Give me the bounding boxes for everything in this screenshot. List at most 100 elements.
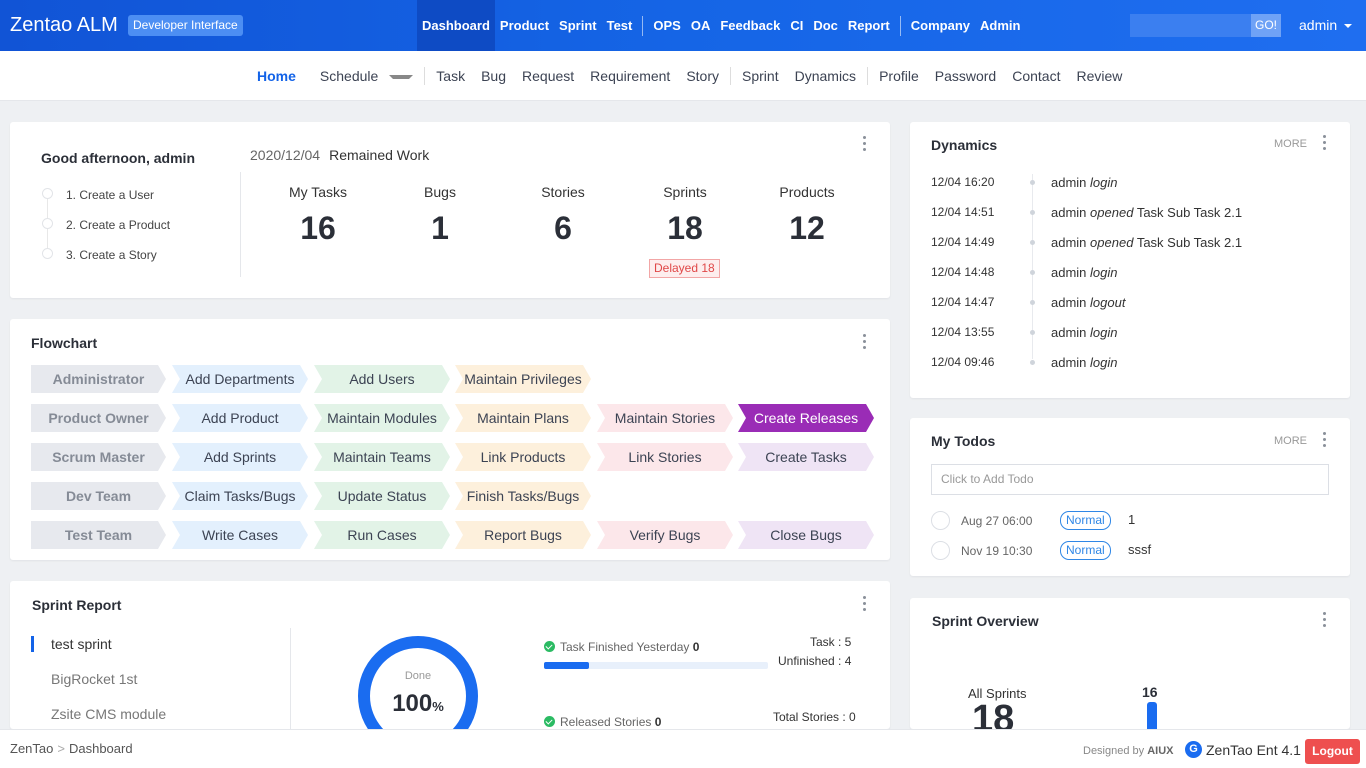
flow-role: Product Owner xyxy=(31,404,166,432)
subnav-bug[interactable]: Bug xyxy=(481,68,507,84)
dynamics-time: 12/04 14:47 xyxy=(931,295,995,309)
designed-by: Designed by AIUX xyxy=(1083,745,1174,757)
stat-products[interactable]: Products 12 xyxy=(757,184,857,247)
flow-step[interactable]: Add Departments xyxy=(172,365,308,393)
subnav-profile[interactable]: Profile xyxy=(879,68,919,84)
more-options-icon[interactable] xyxy=(863,136,867,152)
flow-step[interactable]: Add Sprints xyxy=(172,443,308,471)
dynamics-text: admin login xyxy=(1051,175,1118,190)
search-go-button[interactable]: GO! xyxy=(1251,14,1281,37)
flow-step[interactable]: Run Cases xyxy=(314,521,450,549)
user-name: admin xyxy=(1299,17,1338,33)
more-options-icon[interactable] xyxy=(863,596,867,612)
subnav-dynamics[interactable]: Dynamics xyxy=(794,68,857,84)
breadcrumb-separator: > xyxy=(57,741,65,756)
sprint-list: test sprint BigRocket 1st Zsite CMS modu… xyxy=(31,636,166,729)
flow-step-active[interactable]: Create Releases xyxy=(738,404,874,432)
developer-interface-tag[interactable]: Developer Interface xyxy=(128,15,243,36)
flow-step[interactable]: Update Status xyxy=(314,482,450,510)
flow-step[interactable]: Close Bugs xyxy=(738,521,874,549)
timeline-dot-icon xyxy=(1030,240,1035,245)
nav-test[interactable]: Test xyxy=(606,18,633,33)
logout-button[interactable]: Logout xyxy=(1305,739,1360,764)
dynamics-more-link[interactable]: MORE xyxy=(1274,138,1307,150)
add-todo-input[interactable]: Click to Add Todo xyxy=(931,464,1329,495)
flow-step[interactable]: Verify Bugs xyxy=(597,521,733,549)
subnav-request[interactable]: Request xyxy=(522,68,575,84)
sprint-bar-value: 16 xyxy=(1142,684,1158,700)
breadcrumb-root[interactable]: ZenTao xyxy=(10,741,54,756)
flow-step[interactable]: Report Bugs xyxy=(455,521,591,549)
flow-role: Scrum Master xyxy=(31,443,166,471)
step-item[interactable]: 2. Create a Product xyxy=(42,218,170,248)
sprint-list-item[interactable]: test sprint xyxy=(31,636,166,671)
stat-value: 1 xyxy=(431,210,449,246)
nav-product[interactable]: Product xyxy=(499,18,550,33)
flow-step[interactable]: Link Products xyxy=(455,443,591,471)
delayed-badge[interactable]: Delayed 18 xyxy=(649,259,720,278)
more-options-icon[interactable] xyxy=(1323,432,1327,448)
stat-bugs[interactable]: Bugs 1 xyxy=(390,184,490,247)
subnav-password[interactable]: Password xyxy=(934,68,997,84)
stat-stories[interactable]: Stories 6 xyxy=(513,184,613,247)
nav-report[interactable]: Report xyxy=(847,18,890,33)
flow-step[interactable]: Create Tasks xyxy=(738,443,874,471)
flow-step[interactable]: Maintain Stories xyxy=(597,404,733,432)
dynamics-text: admin logout xyxy=(1051,295,1125,310)
sprint-list-item[interactable]: BigRocket 1st xyxy=(51,671,138,687)
nav-ops[interactable]: OPS xyxy=(653,18,681,33)
more-options-icon[interactable] xyxy=(863,334,867,350)
nav-ci[interactable]: CI xyxy=(790,18,804,33)
done-label: Done xyxy=(404,670,432,682)
todos-more-link[interactable]: MORE xyxy=(1274,435,1307,447)
todo-name[interactable]: 1 xyxy=(1128,512,1136,527)
subnav-requirement[interactable]: Requirement xyxy=(590,68,671,84)
done-value: 100 xyxy=(392,690,433,717)
flow-step[interactable]: Claim Tasks/Bugs xyxy=(172,482,308,510)
flow-step[interactable]: Add Users xyxy=(314,365,450,393)
flow-step[interactable]: Maintain Modules xyxy=(314,404,450,432)
nav-dashboard[interactable]: Dashboard xyxy=(417,0,495,51)
subnav-contact[interactable]: Contact xyxy=(1012,68,1061,84)
nav-feedback[interactable]: Feedback xyxy=(720,18,781,33)
todo-checkbox[interactable] xyxy=(931,541,950,560)
flow-step[interactable]: Link Stories xyxy=(597,443,733,471)
stat-value: 16 xyxy=(300,210,336,246)
version-label[interactable]: ZenTao Ent 4.1 xyxy=(1206,742,1301,758)
step-item[interactable]: 3. Create a Story xyxy=(42,248,170,278)
subnav-sprint[interactable]: Sprint xyxy=(742,68,779,84)
flow-step[interactable]: Maintain Plans xyxy=(455,404,591,432)
nav-admin[interactable]: Admin xyxy=(980,18,1021,33)
subnav-home[interactable]: Home xyxy=(257,68,296,84)
nav-doc[interactable]: Doc xyxy=(813,18,838,33)
nav-company[interactable]: Company xyxy=(910,18,970,33)
sprint-list-item[interactable]: Zsite CMS module xyxy=(51,706,167,722)
stat-sprints[interactable]: Sprints 18 xyxy=(635,184,735,247)
flow-step[interactable]: Maintain Privileges xyxy=(455,365,591,393)
flow-step[interactable]: Maintain Teams xyxy=(314,443,450,471)
more-options-icon[interactable] xyxy=(1323,135,1327,151)
more-options-icon[interactable] xyxy=(1323,612,1327,628)
app-logo[interactable]: Zentao ALM xyxy=(10,14,118,36)
subnav-schedule[interactable]: Schedule xyxy=(304,68,421,84)
step-item[interactable]: 1. Create a User xyxy=(42,188,170,218)
nav-oa[interactable]: OA xyxy=(690,18,711,33)
todo-checkbox[interactable] xyxy=(931,511,950,530)
flow-step[interactable]: Finish Tasks/Bugs xyxy=(455,482,591,510)
subnav-story[interactable]: Story xyxy=(686,68,720,84)
todo-name[interactable]: sssf xyxy=(1128,542,1152,557)
flow-step[interactable]: Write Cases xyxy=(172,521,308,549)
flow-step[interactable]: Add Product xyxy=(172,404,308,432)
flow-role: Dev Team xyxy=(31,482,166,510)
subnav-review[interactable]: Review xyxy=(1076,68,1123,84)
search-input[interactable] xyxy=(1130,14,1251,37)
nav-sprint[interactable]: Sprint xyxy=(559,18,597,33)
user-menu[interactable]: admin xyxy=(1299,17,1353,33)
stat-value: 18 xyxy=(667,210,703,246)
todo-date: Aug 27 06:00 xyxy=(961,514,1033,528)
welcome-panel: Good afternoon, admin 1. Create a User 2… xyxy=(10,122,890,298)
flowchart-panel: Flowchart Administrator Add Departments … xyxy=(10,319,890,560)
subnav-divider xyxy=(867,67,869,85)
subnav-task[interactable]: Task xyxy=(436,68,466,84)
stat-my-tasks[interactable]: My Tasks 16 xyxy=(268,184,368,247)
